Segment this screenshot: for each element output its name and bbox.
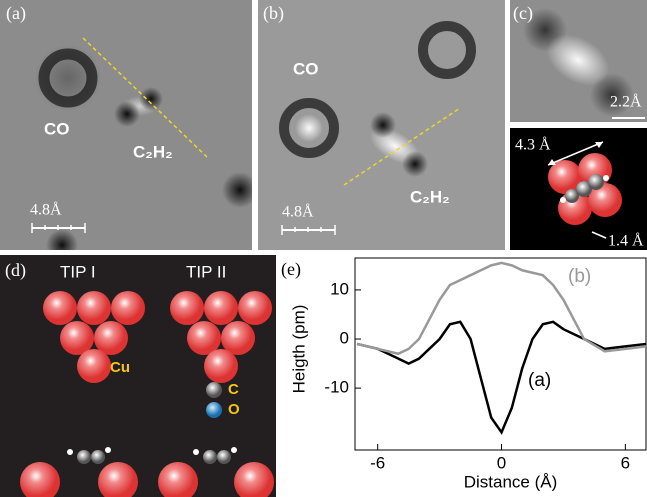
- co-label: CO: [293, 59, 319, 78]
- tip-label: TIP II: [186, 262, 226, 281]
- scale-label: 4.8Å: [30, 201, 62, 219]
- x-tick-label: 6: [621, 453, 630, 472]
- c2h2-label: C₂H₂: [133, 142, 173, 161]
- series-label: (b): [568, 266, 591, 287]
- x-axis-label: Distance (Å): [464, 472, 558, 491]
- panel-label: (e): [281, 259, 301, 280]
- plot-frame: [354, 257, 647, 451]
- spacing-label: 1.4 Å: [608, 232, 644, 250]
- panel-d: [0, 255, 276, 497]
- length-label: 4.3 Å: [515, 136, 551, 154]
- panel-label: (a): [6, 3, 26, 24]
- atom-label: Cu: [110, 359, 130, 376]
- panel-label: (d): [5, 260, 26, 281]
- tip-label: TIP I: [60, 262, 96, 281]
- atom-label: O: [228, 401, 240, 418]
- panel-label: (b): [263, 3, 284, 24]
- series-label: (a): [528, 370, 551, 391]
- scale-label: 2.2Å: [610, 93, 642, 111]
- panel-b: [258, 0, 505, 250]
- x-tick-label: 0: [497, 453, 506, 472]
- co-label: CO: [44, 119, 70, 138]
- atom-label: C: [228, 381, 239, 398]
- line-series: [356, 320, 647, 435]
- line-chart: (e) -10 0 10 -6 0 6 Distance (Å) Heigth (pm) (a) (…: [281, 257, 647, 491]
- panel-label: (c): [513, 3, 533, 24]
- panel-c-image: [510, 0, 647, 122]
- y-tick-label: 10: [330, 279, 349, 298]
- line-series: [356, 261, 647, 356]
- molecule-model: [510, 128, 647, 250]
- x-tick-label: -6: [370, 453, 385, 472]
- y-axis-label: Heigth (pm): [289, 305, 308, 394]
- scale-label: 4.8Å: [282, 203, 314, 221]
- y-tick-label: -10: [324, 378, 349, 397]
- panel-a: [0, 0, 252, 250]
- c2h2-label: C₂H₂: [410, 187, 450, 206]
- y-tick-label: 0: [340, 329, 349, 348]
